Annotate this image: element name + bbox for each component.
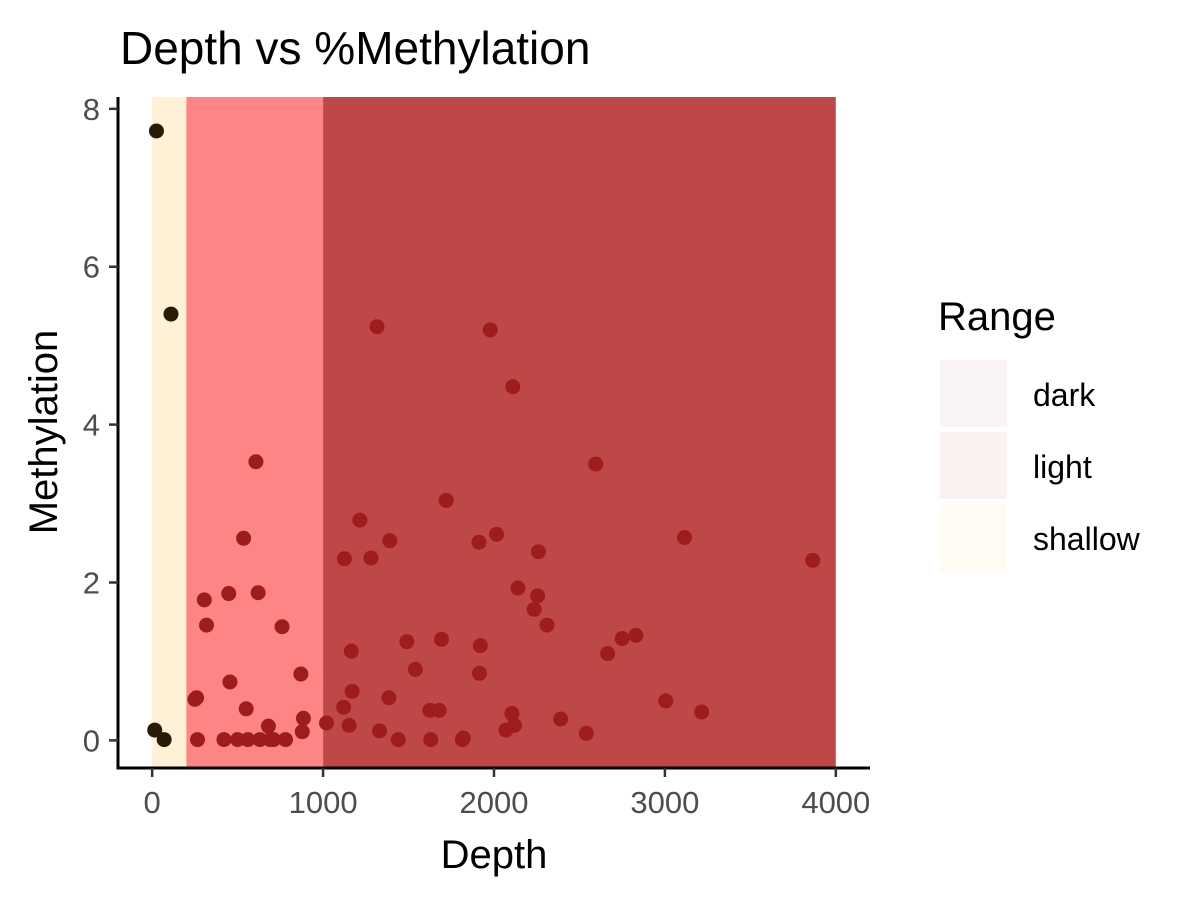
x-axis-ticks: 0 1000 2000 3000 4000 <box>144 768 870 820</box>
x-tick-label: 1000 <box>289 785 358 820</box>
data-point <box>222 674 238 690</box>
data-point <box>614 631 630 647</box>
legend-title: Range <box>938 295 1056 339</box>
data-point <box>252 732 268 748</box>
data-point <box>455 730 471 746</box>
data-point <box>277 732 293 748</box>
data-point <box>230 732 246 748</box>
y-tick-label: 2 <box>83 565 100 600</box>
legend-key-dark <box>940 360 1007 427</box>
band-dark <box>323 97 836 768</box>
data-point <box>189 732 205 748</box>
band-light <box>186 97 324 768</box>
data-point <box>344 683 360 699</box>
data-point <box>472 638 488 654</box>
data-point <box>505 379 521 395</box>
data-point <box>390 732 406 748</box>
legend-label-shallow: shallow <box>1033 521 1141 557</box>
data-point <box>530 588 546 604</box>
data-point <box>196 592 212 608</box>
data-point <box>221 586 237 602</box>
data-point <box>236 530 252 546</box>
plot-bands <box>152 97 836 768</box>
data-point <box>189 690 205 706</box>
data-point <box>199 617 215 633</box>
data-point <box>677 529 693 545</box>
data-point <box>343 643 359 659</box>
data-point <box>399 634 415 650</box>
data-point <box>510 580 526 596</box>
legend-label-dark: dark <box>1033 377 1096 413</box>
data-point <box>352 512 368 528</box>
data-point <box>423 732 439 748</box>
data-point <box>240 732 256 748</box>
data-point <box>471 665 487 681</box>
data-point <box>336 551 352 567</box>
y-tick-label: 8 <box>83 92 100 127</box>
data-point <box>266 732 282 748</box>
data-point <box>371 723 387 739</box>
data-point <box>238 701 254 717</box>
data-point <box>163 306 179 322</box>
chart-title: Depth vs %Methylation <box>120 22 590 74</box>
legend: Range dark light shallow <box>938 295 1141 571</box>
data-point <box>336 699 352 715</box>
data-point <box>805 552 821 568</box>
data-point <box>216 732 232 748</box>
data-point <box>530 544 546 560</box>
legend-key-shallow <box>940 504 1007 571</box>
data-point <box>248 454 264 470</box>
data-point <box>295 710 311 726</box>
data-point <box>293 666 309 682</box>
data-point <box>471 534 487 550</box>
data-point <box>600 646 616 662</box>
data-point <box>260 718 276 734</box>
legend-items: dark light shallow <box>940 360 1141 571</box>
data-point <box>250 585 266 601</box>
data-point <box>694 704 710 720</box>
y-tick-label: 0 <box>83 723 100 758</box>
y-tick-label: 4 <box>83 408 100 443</box>
data-point <box>553 711 569 727</box>
legend-key-light <box>940 432 1007 499</box>
data-point <box>504 706 520 722</box>
x-tick-label: 3000 <box>630 785 699 820</box>
data-point <box>156 732 172 748</box>
data-point <box>319 715 335 731</box>
data-point <box>507 717 523 733</box>
data-point <box>434 631 450 647</box>
data-point <box>294 724 310 740</box>
y-tick-label: 6 <box>83 250 100 285</box>
x-tick-label: 2000 <box>460 785 529 820</box>
data-point <box>588 456 604 472</box>
data-point <box>539 617 555 633</box>
x-axis-title: Depth <box>441 833 548 877</box>
y-axis-ticks: 0 2 4 6 8 <box>83 92 118 758</box>
data-point <box>274 619 290 635</box>
data-point <box>407 661 423 677</box>
data-point <box>578 725 594 741</box>
data-point <box>341 717 357 733</box>
data-point <box>147 722 163 738</box>
y-axis-title: Methylation <box>22 330 66 535</box>
data-point <box>628 627 644 643</box>
data-point <box>431 702 447 718</box>
legend-label-light: light <box>1033 449 1092 485</box>
data-point <box>438 492 454 508</box>
data-point <box>526 601 542 617</box>
band-shallow <box>152 97 187 768</box>
x-tick-label: 0 <box>144 785 161 820</box>
plot-points <box>147 123 821 748</box>
data-point <box>658 693 674 709</box>
data-point <box>363 550 379 566</box>
x-tick-label: 4000 <box>801 785 870 820</box>
data-point <box>381 690 397 706</box>
data-point <box>148 123 164 139</box>
data-point <box>489 526 505 542</box>
data-point <box>369 319 385 335</box>
data-point <box>482 322 498 338</box>
data-point <box>382 533 398 549</box>
